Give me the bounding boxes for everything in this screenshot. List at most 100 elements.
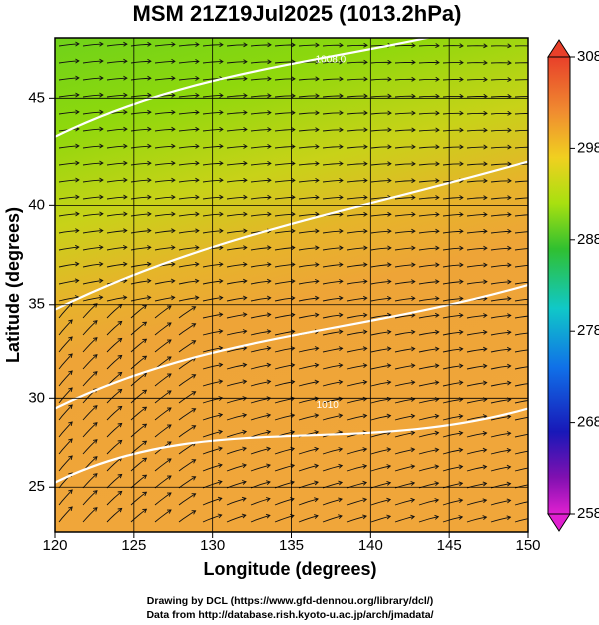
arrowhead [241, 496, 247, 502]
arrowhead [68, 319, 73, 325]
arrowhead [217, 513, 223, 519]
arrowhead [266, 362, 272, 368]
arrowhead [483, 279, 488, 285]
arrowhead [532, 246, 535, 250]
streamline [154, 390, 172, 404]
streamline [394, 348, 415, 353]
streamline [106, 43, 127, 47]
isobar [55, 407, 528, 484]
arrowhead [290, 329, 296, 335]
streamline [58, 336, 73, 353]
streamline [466, 281, 487, 285]
streamline [226, 196, 247, 200]
arrowhead [434, 312, 440, 318]
arrowhead [314, 497, 319, 503]
streamline [322, 331, 343, 336]
streamline [250, 514, 271, 523]
arrowhead [386, 464, 392, 469]
arrowhead [411, 161, 416, 167]
arrowhead [315, 144, 320, 150]
arrowhead [314, 413, 320, 419]
streamline [58, 43, 79, 47]
streamline [514, 265, 528, 268]
streamline [394, 364, 415, 370]
arrowhead [363, 211, 368, 217]
streamline [514, 501, 528, 506]
streamline [322, 180, 343, 183]
arrowhead [483, 43, 488, 49]
streamline [514, 332, 528, 336]
streamline [58, 387, 73, 404]
arrowhead [410, 312, 416, 318]
arrowhead [458, 380, 464, 386]
streamline [58, 246, 79, 251]
arrowhead [117, 490, 123, 496]
arrowhead [219, 177, 224, 183]
arrowhead [93, 354, 98, 359]
arrowhead [411, 211, 416, 217]
streamline [466, 129, 488, 132]
arrowhead [434, 481, 440, 487]
streamline [154, 280, 175, 285]
arrowhead [267, 93, 272, 99]
arrowhead [339, 262, 344, 268]
streamline [178, 196, 199, 200]
streamline [226, 145, 247, 149]
arrowhead [123, 58, 128, 64]
streamline [58, 302, 73, 319]
arrowhead [290, 278, 296, 284]
arrowhead [315, 211, 320, 217]
streamline [370, 163, 391, 166]
arrowhead [117, 320, 123, 326]
arrowhead [411, 245, 416, 251]
arrowhead [339, 245, 344, 251]
streamline [346, 314, 367, 319]
arrowhead [243, 211, 248, 217]
streamline [394, 146, 415, 149]
arrowhead [267, 177, 272, 183]
arrowhead [434, 498, 440, 503]
arrowhead [387, 161, 392, 167]
arrowhead [531, 314, 535, 318]
streamline [490, 281, 511, 285]
streamline [178, 280, 199, 285]
streamline [322, 146, 343, 149]
arrowhead [315, 59, 320, 65]
streamline [250, 347, 271, 353]
arrowhead [482, 414, 488, 419]
streamline [82, 405, 98, 421]
arrowhead [315, 110, 320, 116]
colorbar-tick-label: 258 [577, 505, 599, 522]
streamline [346, 61, 368, 64]
streamline [346, 112, 367, 115]
streamline [490, 197, 511, 200]
streamline [58, 94, 79, 98]
arrowhead [191, 340, 197, 345]
arrowhead [386, 295, 392, 301]
streamline [466, 95, 488, 98]
streamline [490, 146, 511, 149]
arrowhead [435, 262, 440, 268]
arrowhead [386, 497, 392, 503]
arrowhead [387, 279, 392, 285]
streamline [418, 449, 439, 455]
arrowhead [410, 464, 416, 470]
arrowhead [147, 177, 152, 183]
arrowhead [291, 211, 296, 217]
arrowhead [387, 262, 392, 268]
arrowhead [315, 93, 320, 99]
arrowhead [195, 194, 200, 200]
arrowhead [242, 262, 248, 267]
streamline [322, 465, 343, 472]
streamline [226, 61, 247, 64]
arrowhead [482, 481, 488, 487]
streamline [178, 111, 199, 115]
arrowhead [483, 77, 488, 82]
arrowhead [531, 61, 535, 65]
streamline [466, 180, 488, 183]
arrowhead [242, 329, 248, 334]
arrowhead [435, 178, 440, 184]
arrowhead [241, 513, 247, 519]
arrowhead [507, 110, 512, 116]
arrowhead [291, 245, 296, 251]
